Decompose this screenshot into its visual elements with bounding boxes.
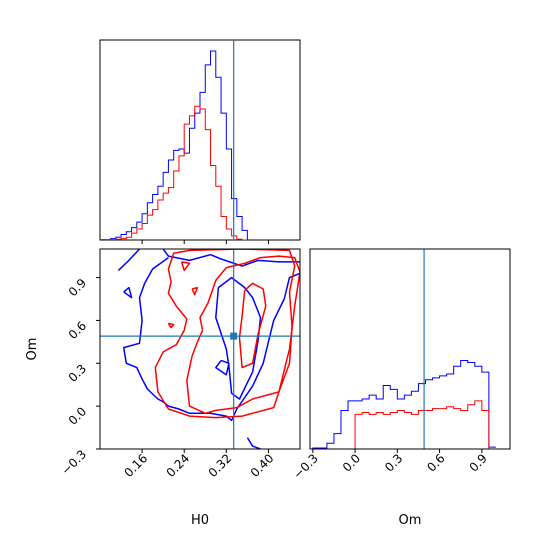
om-hist-series-blue	[312, 360, 496, 449]
h0-histogram-frame	[99, 39, 301, 241]
om-xtick-label-1: 0.0	[340, 451, 363, 474]
contour-blue-3	[123, 286, 133, 299]
x-axis-label-h0: H0	[191, 513, 209, 528]
contour-blue-5	[215, 359, 230, 376]
contour-panel: 0.16 0.24 0.32 0.40 −0.3 0.0 0.3 0.6 0.9 H0 Om	[25, 248, 301, 528]
contour-xtick-label-2: 0.32	[206, 451, 235, 480]
contour-ytick-label-0: −0.3	[59, 447, 90, 478]
h0-hist-series-red	[100, 105, 248, 240]
contour-blue-6	[246, 437, 261, 449]
om-xtick-label-3: 0.6	[424, 451, 447, 474]
contour-xtick-label-3: 0.40	[248, 451, 277, 480]
contour-red-11	[167, 322, 175, 329]
h0-histogram-panel	[99, 39, 301, 244]
om-xtick-label-4: 0.9	[467, 451, 490, 474]
y-axis-label-om: Om	[25, 338, 40, 361]
om-histogram-panel: −0.3 0.0 0.3 0.6 0.9 Om	[290, 248, 511, 528]
x-axis-label-om: Om	[399, 513, 422, 528]
om-xtick-label-0: −0.3	[290, 451, 321, 482]
contour-ytick-label-2: 0.3	[66, 362, 89, 385]
om-histogram-frame	[309, 248, 511, 450]
contour-blue-0	[117, 249, 141, 271]
contour-ytick-label-3: 0.6	[66, 319, 89, 342]
contour-blue-4	[215, 276, 262, 400]
contour-red-12	[180, 261, 191, 272]
h0-hist-series-blue	[100, 50, 248, 240]
contour-blue-2	[122, 256, 300, 422]
om-xtick-label-2: 0.3	[382, 451, 405, 474]
contour-ytick-label-1: 0.0	[66, 404, 89, 427]
contour-blue-1	[162, 249, 300, 267]
contour-red-8	[154, 249, 296, 419]
contour-red-10	[191, 286, 199, 296]
contour-frame	[99, 248, 301, 450]
contour-red-9	[238, 282, 267, 369]
contour-ytick-label-4: 0.9	[66, 276, 89, 299]
contour-truth-marker	[230, 332, 238, 340]
om-hist-series-red	[312, 400, 496, 449]
contour-xtick-label-0: 0.16	[121, 451, 150, 480]
contour-xtick-label-1: 0.24	[164, 451, 193, 480]
